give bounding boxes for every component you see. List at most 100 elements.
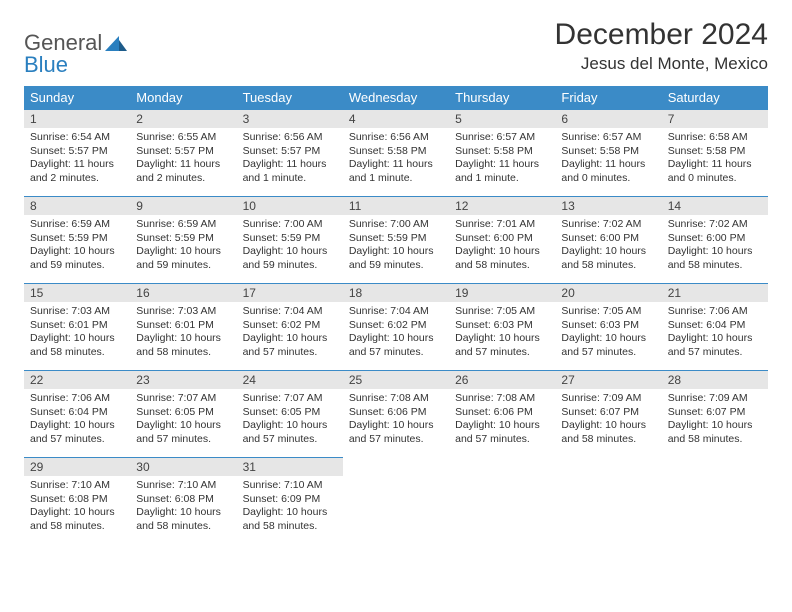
day-number: 29	[24, 458, 130, 476]
sunrise-text: Sunrise: 7:08 AM	[455, 392, 549, 406]
day-details: Sunrise: 7:08 AMSunset: 6:06 PMDaylight:…	[343, 389, 449, 451]
daylight-text: Daylight: 10 hours and 57 minutes.	[136, 419, 230, 446]
sunrise-text: Sunrise: 6:59 AM	[136, 218, 230, 232]
sunrise-text: Sunrise: 7:06 AM	[668, 305, 762, 319]
daylight-text: Daylight: 11 hours and 1 minute.	[349, 158, 443, 185]
daylight-text: Daylight: 10 hours and 59 minutes.	[349, 245, 443, 272]
day-number: 31	[237, 458, 343, 476]
daylight-text: Daylight: 10 hours and 57 minutes.	[349, 332, 443, 359]
calendar-day-cell: 30Sunrise: 7:10 AMSunset: 6:08 PMDayligh…	[130, 458, 236, 545]
sunset-text: Sunset: 5:58 PM	[349, 145, 443, 159]
day-number: 15	[24, 284, 130, 302]
header: General December 2024 Jesus del Monte, M…	[24, 18, 768, 74]
daylight-text: Daylight: 10 hours and 58 minutes.	[243, 506, 337, 533]
sunrise-text: Sunrise: 7:07 AM	[243, 392, 337, 406]
calendar-day-cell: 8Sunrise: 6:59 AMSunset: 5:59 PMDaylight…	[24, 197, 130, 284]
daylight-text: Daylight: 10 hours and 57 minutes.	[243, 419, 337, 446]
calendar-day-cell: 27Sunrise: 7:09 AMSunset: 6:07 PMDayligh…	[555, 371, 661, 458]
calendar-day-cell: 2Sunrise: 6:55 AMSunset: 5:57 PMDaylight…	[130, 110, 236, 197]
page-title: December 2024	[555, 18, 768, 52]
day-details: Sunrise: 6:59 AMSunset: 5:59 PMDaylight:…	[24, 215, 130, 277]
weekday-header: Tuesday	[237, 86, 343, 110]
day-details: Sunrise: 7:04 AMSunset: 6:02 PMDaylight:…	[343, 302, 449, 364]
day-number: 6	[555, 110, 661, 128]
sunrise-text: Sunrise: 6:54 AM	[30, 131, 124, 145]
daylight-text: Daylight: 10 hours and 58 minutes.	[30, 332, 124, 359]
sunrise-text: Sunrise: 6:57 AM	[561, 131, 655, 145]
day-details: Sunrise: 7:00 AMSunset: 5:59 PMDaylight:…	[343, 215, 449, 277]
sunset-text: Sunset: 5:57 PM	[136, 145, 230, 159]
calendar-day-cell: 3Sunrise: 6:56 AMSunset: 5:57 PMDaylight…	[237, 110, 343, 197]
sunset-text: Sunset: 5:59 PM	[243, 232, 337, 246]
day-details: Sunrise: 7:01 AMSunset: 6:00 PMDaylight:…	[449, 215, 555, 277]
calendar-day-cell: 15 Sunrise: 7:03 AMSunset: 6:01 PMDayligh…	[24, 284, 130, 371]
daylight-text: Daylight: 11 hours and 0 minutes.	[561, 158, 655, 185]
calendar-day-cell: 19Sunrise: 7:05 AMSunset: 6:03 PMDayligh…	[449, 284, 555, 371]
daylight-text: Daylight: 10 hours and 57 minutes.	[455, 419, 549, 446]
daylight-text: Daylight: 10 hours and 58 minutes.	[668, 419, 762, 446]
day-number: 27	[555, 371, 661, 389]
sunset-text: Sunset: 6:00 PM	[561, 232, 655, 246]
day-details: Sunrise: 7:09 AMSunset: 6:07 PMDaylight:…	[662, 389, 768, 451]
day-details: Sunrise: 7:06 AMSunset: 6:04 PMDaylight:…	[662, 302, 768, 364]
daylight-text: Daylight: 11 hours and 2 minutes.	[30, 158, 124, 185]
daylight-text: Daylight: 10 hours and 57 minutes.	[561, 332, 655, 359]
sunrise-text: Sunrise: 7:04 AM	[243, 305, 337, 319]
weekday-header: Monday	[130, 86, 236, 110]
sunset-text: Sunset: 5:59 PM	[30, 232, 124, 246]
calendar-day-cell: 20 Sunrise: 7:05 AMSunset: 6:03 PMDayligh…	[555, 284, 661, 371]
sunrise-text: Sunrise: 6:59 AM	[30, 218, 124, 232]
day-details: Sunrise: 7:04 AMSunset: 6:02 PMDaylight:…	[237, 302, 343, 364]
sunrise-text: Sunrise: 6:56 AM	[349, 131, 443, 145]
daylight-text: Daylight: 10 hours and 58 minutes.	[30, 506, 124, 533]
sunset-text: Sunset: 6:01 PM	[30, 319, 124, 333]
sunrise-text: Sunrise: 7:06 AM	[30, 392, 124, 406]
calendar-day-cell: 25Sunrise: 7:08 AMSunset: 6:06 PMDayligh…	[343, 371, 449, 458]
sunset-text: Sunset: 6:02 PM	[349, 319, 443, 333]
sunset-text: Sunset: 5:59 PM	[136, 232, 230, 246]
daylight-text: Daylight: 10 hours and 58 minutes.	[455, 245, 549, 272]
sunrise-text: Sunrise: 7:09 AM	[668, 392, 762, 406]
sunset-text: Sunset: 6:03 PM	[561, 319, 655, 333]
sunrise-text: Sunrise: 7:05 AM	[561, 305, 655, 319]
brand-logo: General	[24, 18, 127, 56]
day-number: 30	[130, 458, 236, 476]
day-details: Sunrise: 7:10 AMSunset: 6:08 PMDaylight:…	[24, 476, 130, 538]
sunrise-text: Sunrise: 6:57 AM	[455, 131, 549, 145]
daylight-text: Daylight: 10 hours and 58 minutes.	[561, 419, 655, 446]
calendar-day-cell: 9Sunrise: 6:59 AMSunset: 5:59 PMDaylight…	[130, 197, 236, 284]
day-details: Sunrise: 7:02 AMSunset: 6:00 PMDaylight:…	[555, 215, 661, 277]
calendar-day-cell: 1Sunrise: 6:54 AMSunset: 5:57 PMDaylight…	[24, 110, 130, 197]
day-number: 7	[662, 110, 768, 128]
calendar-week-row: 1Sunrise: 6:54 AMSunset: 5:57 PMDaylight…	[24, 110, 768, 197]
calendar-day-cell: ..	[662, 458, 768, 545]
calendar-week-row: 8Sunrise: 6:59 AMSunset: 5:59 PMDaylight…	[24, 197, 768, 284]
daylight-text: Daylight: 10 hours and 58 minutes.	[136, 332, 230, 359]
sunrise-text: Sunrise: 7:10 AM	[136, 479, 230, 493]
weekday-header: Sunday	[24, 86, 130, 110]
day-details: Sunrise: 6:57 AMSunset: 5:58 PMDaylight:…	[555, 128, 661, 190]
day-details: Sunrise: 6:54 AMSunset: 5:57 PMDaylight:…	[24, 128, 130, 190]
day-number: 4	[343, 110, 449, 128]
brand-triangle-icon	[105, 34, 127, 52]
calendar-day-cell: 17Sunrise: 7:04 AMSunset: 6:02 PMDayligh…	[237, 284, 343, 371]
daylight-text: Daylight: 10 hours and 59 minutes.	[136, 245, 230, 272]
calendar-day-cell: 26Sunrise: 7:08 AMSunset: 6:06 PMDayligh…	[449, 371, 555, 458]
daylight-text: Daylight: 10 hours and 57 minutes.	[455, 332, 549, 359]
day-number: 13	[555, 197, 661, 215]
day-details: Sunrise: 7:10 AMSunset: 6:09 PMDaylight:…	[237, 476, 343, 538]
calendar-day-cell: 14Sunrise: 7:02 AMSunset: 6:00 PMDayligh…	[662, 197, 768, 284]
day-number: 3	[237, 110, 343, 128]
day-number: 20	[555, 284, 661, 302]
calendar-day-cell: 23Sunrise: 7:07 AMSunset: 6:05 PMDayligh…	[130, 371, 236, 458]
day-details: Sunrise: 7:07 AMSunset: 6:05 PMDaylight:…	[237, 389, 343, 451]
sunset-text: Sunset: 6:06 PM	[455, 406, 549, 420]
daylight-text: Daylight: 10 hours and 59 minutes.	[243, 245, 337, 272]
day-details: Sunrise: 7:05 AMSunset: 6:03 PMDaylight:…	[449, 302, 555, 364]
calendar-day-cell: ..	[449, 458, 555, 545]
weekday-header-row: Sunday Monday Tuesday Wednesday Thursday…	[24, 86, 768, 110]
sunset-text: Sunset: 6:03 PM	[455, 319, 549, 333]
sunrise-text: Sunrise: 7:03 AM	[30, 305, 124, 319]
weekday-header: Wednesday	[343, 86, 449, 110]
day-number: 22	[24, 371, 130, 389]
